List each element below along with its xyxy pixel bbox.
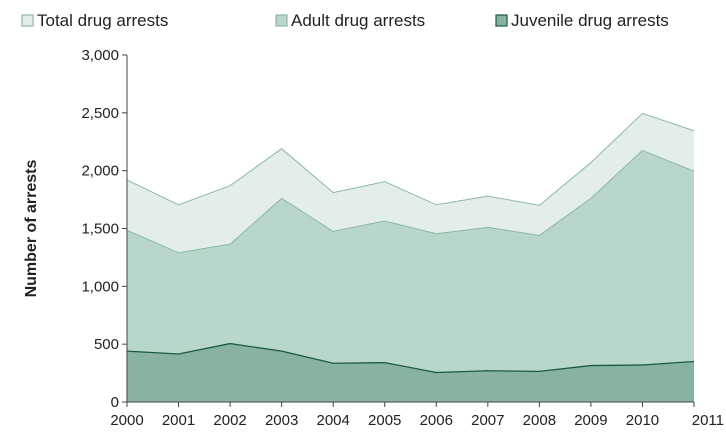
legend-label-2: Juvenile drug arrests [511, 11, 669, 30]
series-line-2 [126, 342, 695, 374]
legend-swatch-2 [495, 14, 508, 27]
series-line-1 [126, 149, 695, 254]
y-tick-label: 1,000 [81, 278, 119, 295]
x-tick-label: 2009 [574, 412, 607, 429]
x-tick-label: 2002 [213, 412, 246, 429]
x-tick-label: 2000 [110, 412, 143, 429]
legend-label-0: Total drug arrests [37, 11, 168, 30]
x-tick-label: 2010 [626, 412, 659, 429]
y-tick-label: 3,000 [81, 47, 119, 64]
legend-swatch-0 [21, 14, 34, 27]
plot-areas [126, 112, 695, 402]
x-tick-label: 2001 [162, 412, 195, 429]
y-tick-label: 2,000 [81, 163, 119, 180]
legend-swatch-1 [275, 14, 288, 27]
x-tick-label: 2004 [316, 412, 349, 429]
legend: Total drug arrests Adult drug arrests Juve… [21, 11, 669, 30]
area-series-2 [127, 343, 694, 402]
x-tick-label: 2006 [420, 412, 453, 429]
x-tick-label: 2008 [523, 412, 556, 429]
y-tick-label: 1,500 [81, 221, 119, 238]
x-tick-label: 2007 [471, 412, 504, 429]
x-tick-label: 2003 [265, 412, 298, 429]
y-tick-label: 500 [94, 336, 119, 353]
y-tick-label: 0 [111, 394, 119, 411]
area-series-1 [127, 150, 694, 402]
y-ticks: 0 500 1,000 1,500 2,000 2,500 3,000 [81, 47, 127, 411]
x-ticks: 2000 2001 2002 2003 2004 2005 2006 2007 2008 2009… [110, 402, 724, 429]
y-axis-title: Number of arrests [23, 159, 40, 297]
legend-label-1: Adult drug arrests [291, 11, 425, 30]
y-tick-label: 2,500 [81, 105, 119, 122]
x-tick-label: 2011 [692, 412, 724, 429]
x-tick-label: 2005 [368, 412, 401, 429]
series-line-0 [126, 112, 695, 206]
